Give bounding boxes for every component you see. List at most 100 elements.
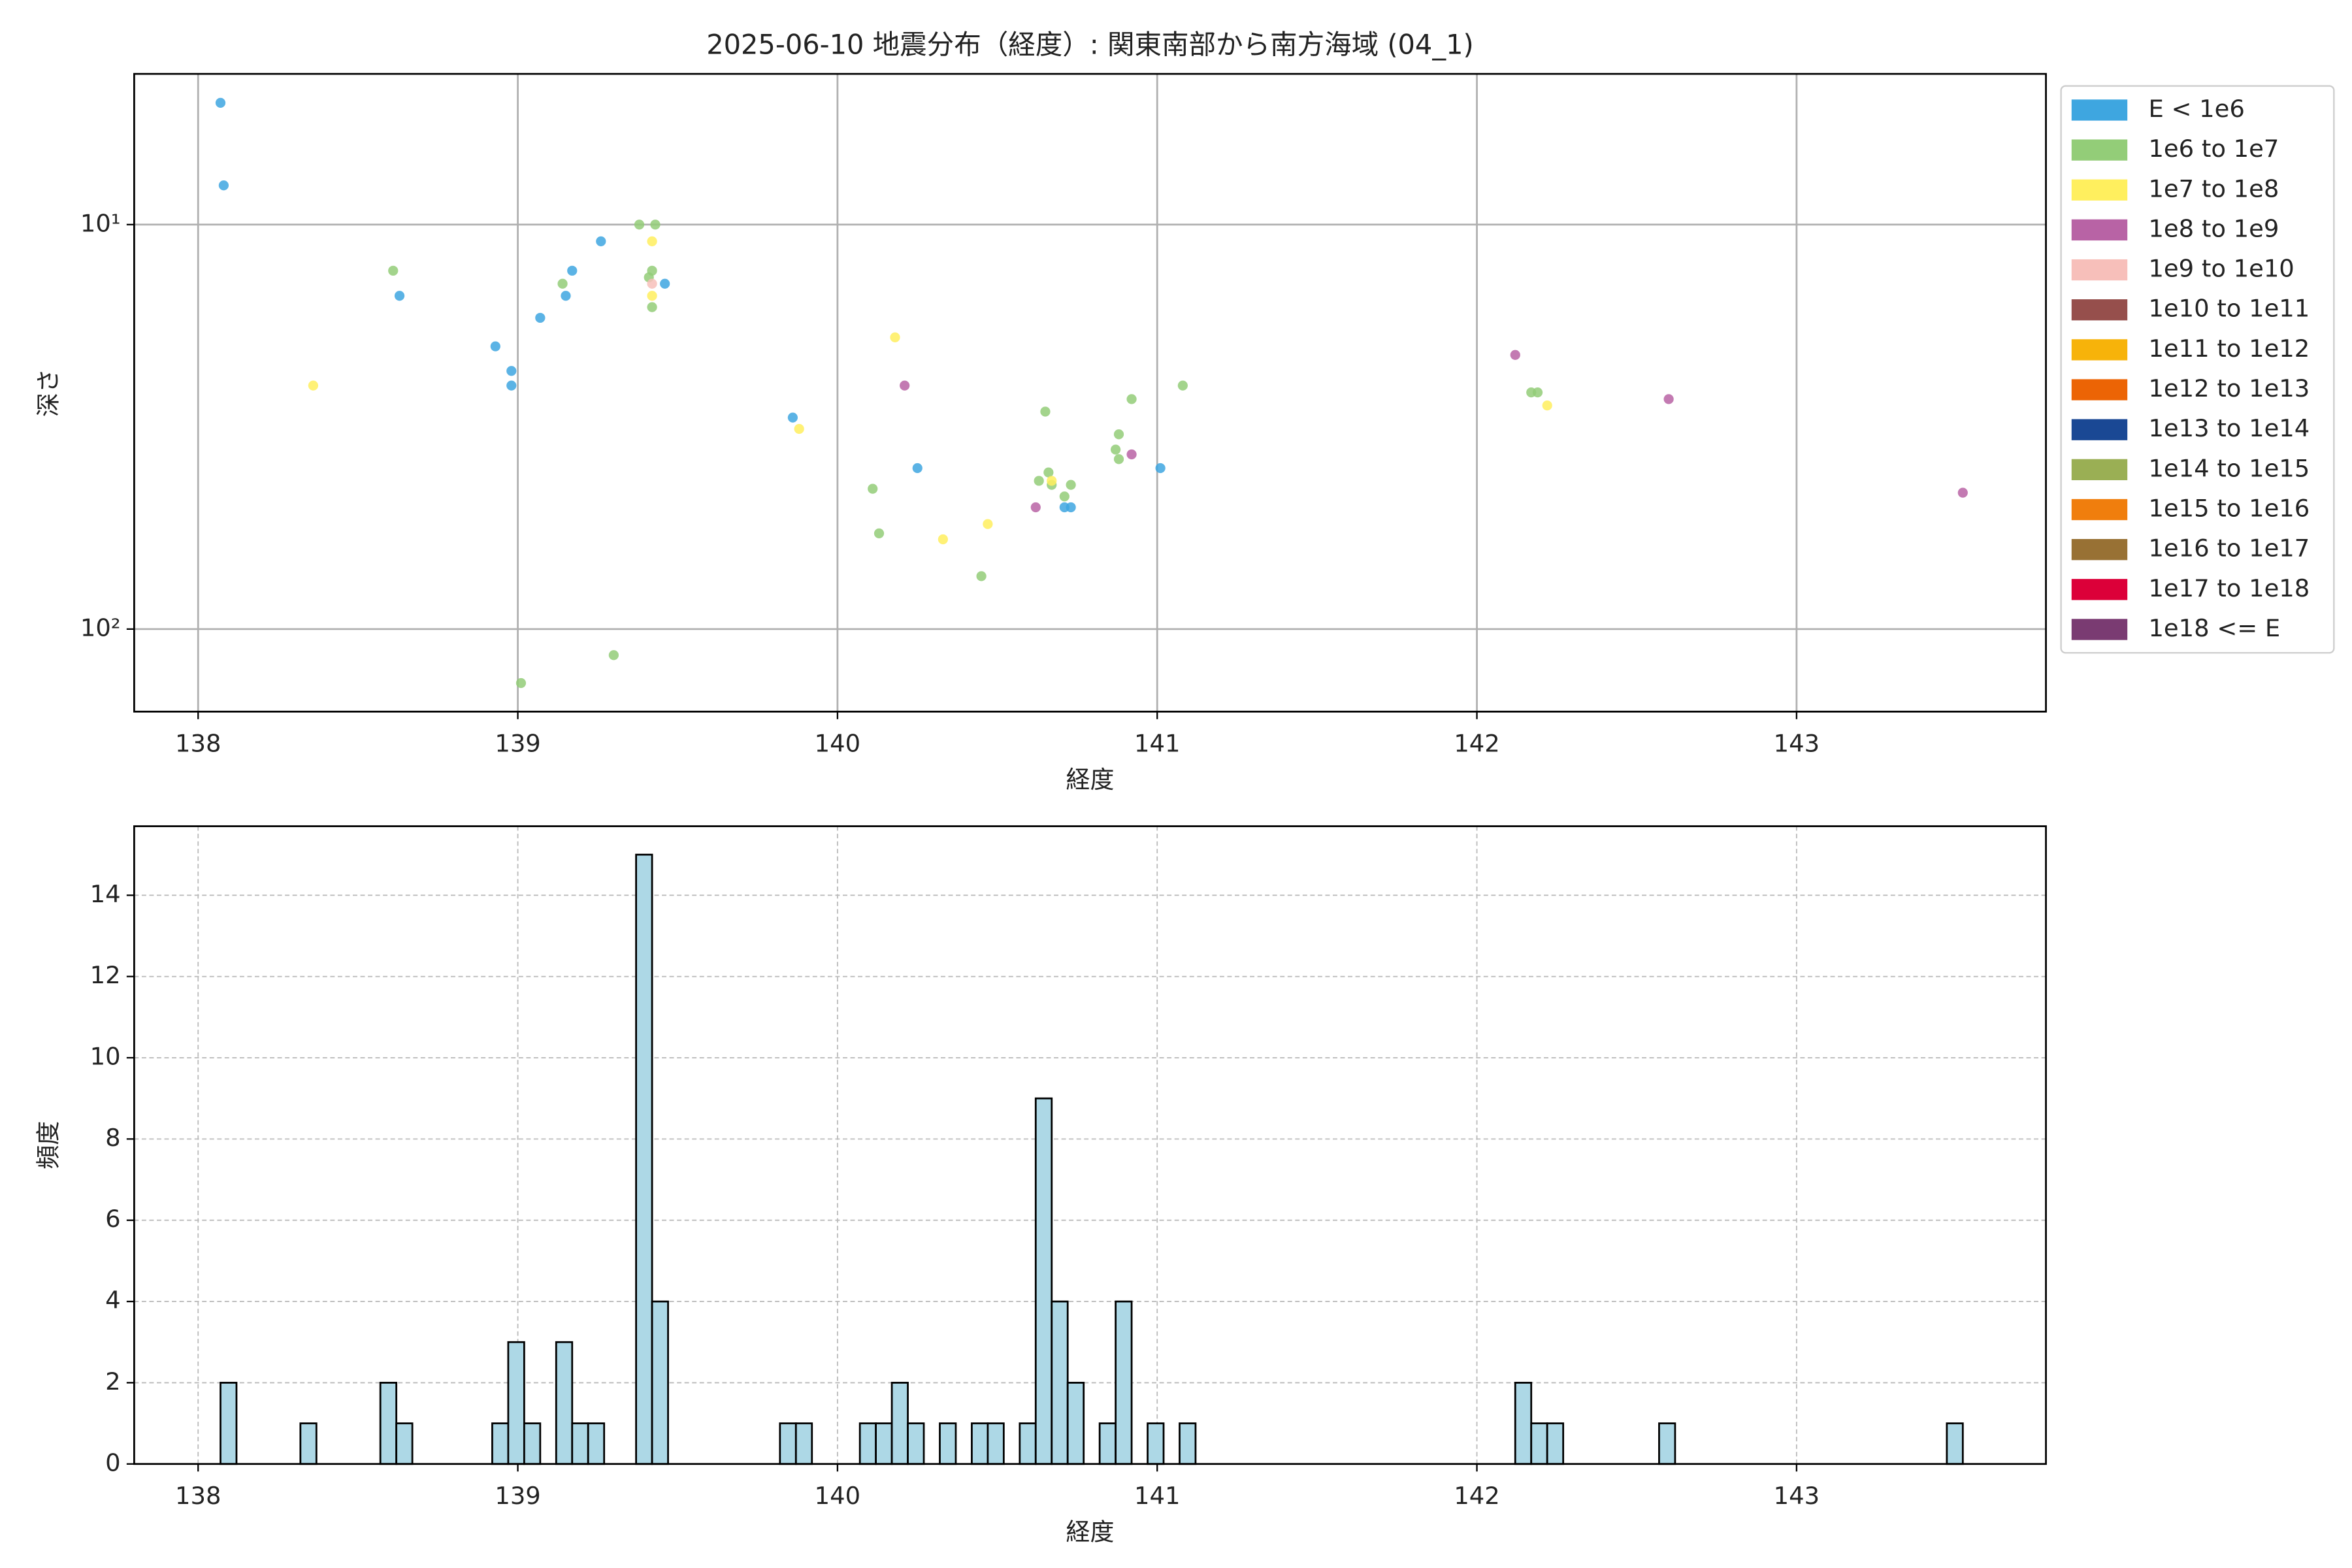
bar <box>1098 1422 1117 1465</box>
bar <box>1115 1300 1133 1465</box>
x-tick-label: 141 <box>1134 730 1180 758</box>
x-tick-label: 140 <box>815 730 860 758</box>
bar <box>1658 1422 1676 1465</box>
legend-label: 1e15 to 1e16 <box>2148 495 2310 523</box>
plot-frame <box>133 73 2047 713</box>
legend-label: 1e18 <= E <box>2148 614 2280 642</box>
x-tick-label: 143 <box>1774 730 1820 758</box>
point <box>1126 394 1137 404</box>
legend-swatch <box>2071 99 2128 121</box>
point <box>787 412 798 423</box>
legend-swatch <box>2071 379 2128 400</box>
point <box>983 519 993 529</box>
y-tick-label: 10 <box>90 1043 121 1071</box>
bar <box>555 1341 574 1465</box>
bar <box>571 1422 589 1465</box>
point <box>1066 480 1076 490</box>
point <box>1957 487 1968 498</box>
legend-swatch <box>2071 299 2128 321</box>
legend-label: 1e11 to 1e12 <box>2148 335 2310 363</box>
bar <box>779 1422 797 1465</box>
y-tick-label: 10¹ <box>80 209 121 237</box>
legend-label: 1e7 to 1e8 <box>2148 174 2279 203</box>
point <box>215 97 226 108</box>
point <box>388 265 399 276</box>
bar <box>1946 1422 1964 1465</box>
bar <box>507 1341 525 1465</box>
legend-label: 1e6 to 1e7 <box>2148 135 2279 163</box>
point <box>1532 387 1543 398</box>
y-tick-label: 4 <box>105 1286 120 1315</box>
point <box>1155 463 1166 474</box>
chart-title: 2025-06-10 地震分布（経度）: 関東南部から南方海域 (04_1) <box>706 29 1474 61</box>
legend-swatch <box>2071 579 2128 600</box>
bar <box>379 1382 398 1465</box>
point <box>874 528 885 539</box>
legend-swatch <box>2071 139 2128 161</box>
legend-label: 1e9 to 1e10 <box>2148 255 2294 283</box>
point <box>647 236 657 247</box>
bar <box>939 1422 957 1465</box>
bar <box>395 1422 414 1465</box>
y-tick-label: 8 <box>105 1124 120 1152</box>
point <box>1110 444 1121 455</box>
point <box>634 220 645 230</box>
point <box>561 291 571 301</box>
point <box>912 463 923 474</box>
y-tick-label: 2 <box>105 1367 120 1396</box>
bar <box>875 1422 893 1465</box>
bar <box>1051 1300 1069 1465</box>
y-tick-label: 12 <box>90 961 121 989</box>
x-tick-label: 138 <box>175 1482 221 1510</box>
y-tick-label: 0 <box>105 1448 120 1477</box>
x-tick-label: 142 <box>1454 730 1499 758</box>
legend-label: 1e13 to 1e14 <box>2148 414 2310 442</box>
point <box>515 678 527 689</box>
bar <box>523 1422 542 1465</box>
point <box>976 571 987 581</box>
bar <box>1514 1382 1533 1465</box>
legend-swatch <box>2071 619 2128 640</box>
plot-frame <box>133 825 2047 1465</box>
point <box>868 483 878 494</box>
legend-swatch <box>2071 259 2128 281</box>
x-tick-label: 142 <box>1454 1482 1499 1510</box>
point <box>647 278 657 289</box>
point <box>1510 350 1520 360</box>
point <box>890 332 900 342</box>
point <box>1177 380 1188 391</box>
bar <box>890 1382 909 1465</box>
bar <box>1147 1422 1165 1465</box>
point <box>490 341 500 351</box>
x-axis-label: 経度 <box>1066 766 1115 794</box>
point <box>1059 491 1070 502</box>
legend-label: 1e14 to 1e15 <box>2148 454 2310 482</box>
legend-label: E < 1e6 <box>2148 95 2244 123</box>
legend-swatch <box>2071 539 2128 561</box>
y-tick-label: 10² <box>80 613 121 642</box>
legend-swatch <box>2071 498 2128 521</box>
bar <box>651 1300 669 1465</box>
point <box>557 278 568 289</box>
point <box>535 312 546 323</box>
legend-label: 1e16 to 1e17 <box>2148 534 2310 563</box>
point <box>647 302 657 312</box>
bar <box>971 1422 989 1465</box>
bar <box>1179 1422 1197 1465</box>
bar <box>1034 1097 1053 1465</box>
y-axis-label: 頻度 <box>35 1121 63 1169</box>
bar <box>299 1422 318 1465</box>
legend-swatch <box>2071 219 2128 241</box>
x-tick-label: 139 <box>495 730 540 758</box>
legend-swatch <box>2071 179 2128 201</box>
legend-label: 1e17 to 1e18 <box>2148 574 2310 602</box>
point <box>1034 476 1044 486</box>
bar <box>1546 1422 1565 1465</box>
bar <box>1019 1422 1037 1465</box>
point <box>647 291 657 301</box>
x-axis-label: 経度 <box>1066 1518 1115 1546</box>
point <box>218 180 229 191</box>
point <box>608 650 619 661</box>
x-tick-label: 138 <box>175 730 221 758</box>
point <box>567 265 578 276</box>
